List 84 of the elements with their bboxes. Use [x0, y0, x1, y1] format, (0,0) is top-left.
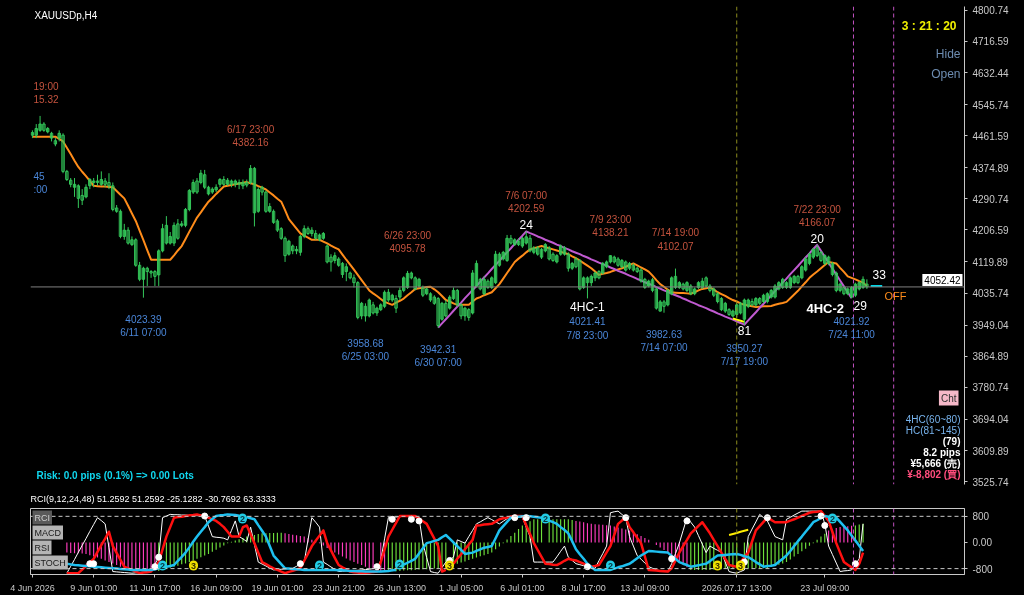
annotation: 3 : 21 : 20 — [901, 18, 957, 33]
annotation: HC(81~145) — [905, 424, 961, 436]
annotation: 8.2 pips — [923, 446, 961, 458]
annotation: 4021.92 7/24 11:00 — [828, 316, 876, 341]
annotation: 4HC-1 — [570, 300, 606, 315]
y-tick-label: 3949.04 — [972, 320, 1010, 332]
annotation: 3 — [738, 560, 744, 571]
y-tick-label: 3864.89 — [972, 351, 1010, 363]
annotation: 81 — [737, 323, 752, 338]
annotation: 24 — [519, 218, 534, 233]
x-tick-label: 2026.07.17 13:00 — [701, 582, 772, 593]
annotation: 7/9 23:00 4138.21 — [589, 214, 632, 239]
chart-title: RCI(9,12,24,48) 51.2592 51.2592 -25.1282 -30.7692 63.3333 — [30, 493, 276, 504]
x-tick-label: 9 Jun 01:00 — [70, 582, 118, 593]
annotation: 2 — [397, 559, 403, 570]
annotation: 2 — [240, 513, 246, 524]
annotation: 2 — [608, 560, 614, 571]
annotation: ¥5,666 (売) — [910, 457, 961, 469]
annotation: 4021.41 7/8 23:00 — [566, 316, 609, 341]
annotation: 4023.39 6/11 07:00 — [120, 313, 168, 338]
y-tick-label: 4206.59 — [972, 224, 1010, 236]
annotation: 2 — [830, 513, 836, 524]
x-tick-label: 6 Jul 01:00 — [500, 582, 545, 593]
x-tick-label: 1 Jul 05:00 — [439, 582, 484, 593]
x-tick-label: 4 Jun 2026 — [10, 582, 55, 593]
annotation: 3 — [715, 560, 721, 571]
annotation: RSI — [34, 542, 50, 553]
y-tick-label: 4374.89 — [972, 162, 1010, 174]
annotation: 4HC-2 — [806, 300, 845, 316]
x-tick-label: 11 Jun 17:00 — [129, 582, 181, 593]
annotation: 7/6 07:00 4202.59 — [505, 190, 548, 215]
annotation: 3942.31 6/30 07:00 — [414, 343, 463, 368]
x-tick-label: 13 Jul 09:00 — [620, 582, 670, 593]
annotation: 7/22 23:00 4166.07 — [793, 203, 842, 228]
annotation: 20 — [810, 231, 825, 246]
y-tick-label: 3609.89 — [972, 445, 1010, 457]
annotation: (79) — [942, 435, 961, 447]
y-tick-label: 3525.74 — [972, 476, 1010, 488]
x-tick-label: 26 Jun 13:00 — [373, 582, 426, 593]
annotation: 3958.68 6/25 03:00 — [341, 337, 390, 362]
y-tick-label: 4461.59 — [972, 130, 1010, 142]
annotation: MACD — [34, 527, 62, 538]
y-tick-label: 4290.74 — [972, 193, 1010, 205]
y-tick-label: 800 — [972, 511, 990, 523]
annotation: RCI — [34, 512, 50, 523]
annotation: 3982.63 7/14 07:00 — [640, 328, 689, 353]
annotation: STOCH — [34, 557, 66, 568]
annotation: Cht — [940, 392, 957, 404]
annotation: 3950.27 7/17 19:00 — [720, 342, 769, 367]
y-tick-label: 4119.89 — [972, 256, 1009, 268]
annotation: 2 — [543, 513, 549, 524]
annotation: 6/26 23:00 4095.78 — [383, 229, 432, 254]
annotation: 29 — [853, 299, 868, 314]
x-tick-label: 23 Jul 09:00 — [800, 582, 850, 593]
annotation: ¥-8,802 (買) — [907, 468, 961, 480]
x-tick-label: 8 Jul 17:00 — [561, 582, 606, 593]
y-tick-label: 4800.74 — [972, 5, 1010, 17]
annotation: 19:00 15.32 — [33, 80, 59, 105]
annotation: 3 — [447, 560, 453, 571]
y-tick-label: 4632.44 — [972, 67, 1010, 79]
y-tick-label: 0.00 — [972, 537, 993, 549]
y-tick-label: 3694.04 — [972, 414, 1010, 426]
y-tick-label: -800 — [972, 563, 993, 575]
y-tick-label: 4545.74 — [972, 99, 1010, 111]
chart-title: XAUUSDp,H4 — [34, 9, 98, 21]
annotation: OFF — [884, 289, 907, 302]
annotation: 45 :00 — [33, 170, 48, 195]
annotation: Risk: 0.0 pips (0.1%) => 0.00 Lots — [36, 469, 195, 481]
annotation: Open — [931, 66, 961, 81]
annotation: 3 — [191, 560, 197, 571]
annotation: 6/17 23:00 4382.16 — [226, 123, 275, 149]
annotation: 7/14 19:00 4102.07 — [651, 227, 700, 252]
annotation: 33 — [872, 267, 887, 282]
x-tick-label: 19 Jun 01:00 — [251, 582, 304, 593]
y-tick-label: 4716.59 — [972, 36, 1010, 48]
x-tick-label: 23 Jun 21:00 — [312, 582, 365, 593]
y-tick-label: 3780.74 — [972, 382, 1010, 394]
annotation: 2 — [317, 560, 323, 571]
y-tick-label: 4035.74 — [972, 288, 1010, 300]
ref-line-label: 4052.42 — [924, 274, 961, 286]
x-tick-label: 16 Jun 09:00 — [190, 582, 243, 593]
annotation: 4HC(60~80) — [905, 413, 961, 425]
annotation: 2 — [160, 560, 166, 571]
annotation: Hide — [935, 46, 961, 61]
